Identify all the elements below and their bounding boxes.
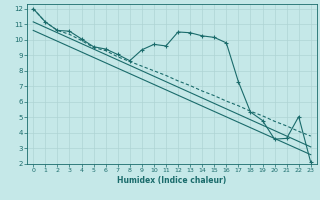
X-axis label: Humidex (Indice chaleur): Humidex (Indice chaleur): [117, 176, 227, 185]
